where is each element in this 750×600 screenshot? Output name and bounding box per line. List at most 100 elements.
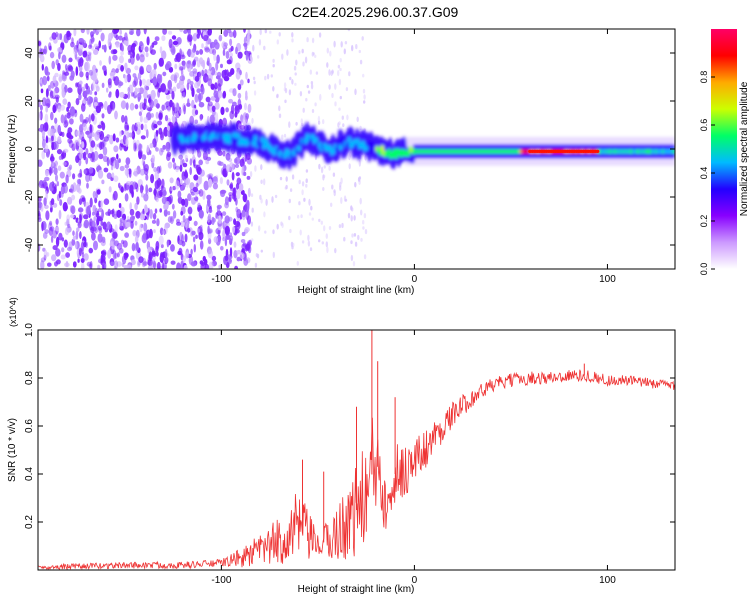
spectrogram-speckle (38, 127, 44, 132)
spectrogram-speckle (110, 165, 114, 171)
spectrogram-speckle (78, 207, 83, 213)
spectrogram-speckle (216, 205, 221, 214)
spectrogram-speckle (98, 153, 104, 160)
spectrogram-speckle (323, 225, 326, 232)
spectrogram-speckle (84, 90, 88, 95)
spectrogram-speckle (353, 233, 357, 237)
spectrogram-speckle (231, 171, 235, 181)
spectrogram-speckle (150, 49, 156, 55)
spectrogram-speckle (264, 230, 267, 234)
spectrogram-speckle (145, 85, 150, 91)
spectrogram-speckle (172, 48, 176, 54)
spectrogram-speckle (73, 29, 77, 37)
spectrogram-speckle (172, 86, 177, 92)
spectrogram-speckle (96, 215, 101, 221)
spectrogram-speckle (192, 59, 197, 66)
spectrogram-speckle (88, 69, 94, 76)
spectrogram-speckle (129, 54, 133, 59)
spectrogram-speckle (68, 140, 74, 148)
spectrogram-speckle (99, 60, 102, 66)
spectrogram-speckle (263, 211, 266, 218)
spectrogram-speckle (116, 261, 122, 267)
spectrogram-speckle (138, 142, 142, 152)
spectrogram-speckle (195, 234, 198, 239)
spectrogram-speckle (68, 65, 74, 72)
spectrogram-speckle (158, 235, 164, 246)
spectrogram-speckle (354, 241, 358, 247)
spectrogram-speckle (172, 106, 176, 116)
spectrogram-speckle (107, 104, 112, 115)
spectrogram-speckle (317, 120, 321, 125)
spectrogram-speckle (359, 197, 362, 205)
spectrogram-speckle (123, 183, 127, 192)
spectrogram-speckle (303, 197, 306, 202)
spectrogram-speckle (186, 34, 190, 43)
spectrogram-speckle (302, 61, 305, 67)
spectrogram-speckle (138, 87, 144, 95)
spectrogram-speckle (326, 246, 329, 254)
spectrogram-speckle (186, 250, 189, 257)
colorbar: 0.0 0.2 0.4 0.6 0.8 Normalized spectral ampl… (699, 29, 750, 275)
y-tick-label: 0.6 (24, 419, 35, 433)
spectrogram-speckle (119, 219, 123, 229)
spectrogram-speckle (301, 48, 304, 54)
spectrogram-speckle (47, 262, 52, 267)
spectrogram-speckle (337, 70, 340, 77)
spectrogram-speckle (224, 69, 227, 76)
spectrogram-speckle (342, 123, 345, 128)
spectrogram-speckle (223, 76, 230, 82)
spectrogram-speckle (181, 182, 186, 189)
spectrogram-speckle (67, 223, 71, 229)
spectrogram-speckle (153, 123, 158, 129)
spectrogram-speckle (164, 222, 171, 229)
spectrogram-speckle (234, 163, 240, 168)
spectrogram-speckle (96, 129, 102, 136)
spectrogram-speckle (101, 122, 106, 131)
spectrogram-speckle (212, 176, 218, 185)
spectrogram-speckle (285, 176, 288, 182)
spectrogram-speckle (86, 61, 90, 72)
spectrogram-speckle (45, 210, 50, 221)
spectrogram-speckle (186, 60, 191, 69)
spectrogram-speckle (156, 120, 163, 126)
spectrogram-speckle (137, 72, 142, 81)
spectrogram-speckle (81, 261, 85, 269)
spectrogram-speckle (241, 243, 247, 250)
spectrogram-speckle (232, 226, 236, 234)
figure-title: C2E4.2025.296.00.37.G09 (291, 4, 459, 20)
spectrogram-speckle (148, 187, 153, 193)
colorbar-gradient (711, 29, 737, 269)
spectrogram-speckle (86, 205, 91, 216)
spectrogram-speckle (149, 71, 153, 80)
spectrogram-speckle (341, 115, 344, 120)
spectrogram-speckle (70, 214, 75, 219)
spectrogram-speckle (260, 164, 263, 171)
spectrogram-speckle (139, 54, 145, 63)
spectrogram-speckle (241, 165, 245, 175)
spectrogram-speckle (119, 165, 125, 172)
spectrogram-speckle (88, 114, 91, 124)
spectrogram-speckle (91, 231, 96, 241)
spectrogram-speckle (209, 114, 215, 124)
spectrogram-speckle (220, 106, 225, 116)
spectrogram-speckle (158, 57, 164, 67)
spectrogram-speckle (116, 252, 120, 258)
spectrogram-speckle (89, 261, 93, 269)
spectrogram-speckle (166, 60, 172, 69)
spectrogram-speckle (89, 197, 93, 208)
spectrogram-speckle (146, 112, 152, 121)
spectrogram-speckle (226, 179, 230, 186)
spectrogram-speckle (181, 234, 185, 244)
spectrogram-speckle (79, 168, 82, 178)
spectrogram-speckle (229, 38, 233, 46)
spectrogram-speckle (222, 168, 227, 177)
spectrogram-speckle (346, 114, 349, 121)
spectrogram-speckle (328, 226, 332, 230)
spectrogram-speckle (247, 78, 250, 84)
spectrogram-cell (345, 142, 350, 149)
spectrogram-speckle (193, 174, 199, 181)
spectrogram-speckle (323, 165, 326, 169)
spectrogram-speckle (328, 69, 331, 76)
spectrogram-speckle (180, 84, 185, 91)
spectrogram-speckle (44, 169, 50, 177)
